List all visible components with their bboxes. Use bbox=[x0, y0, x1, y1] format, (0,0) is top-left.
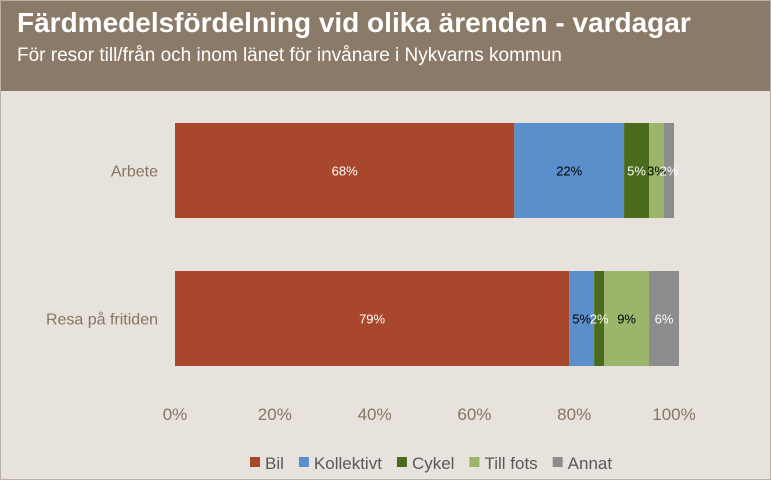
legend-swatch bbox=[298, 457, 309, 467]
chart-header: Färdmedelsfördelning vid olika ärenden -… bbox=[1, 1, 770, 91]
bar-segment bbox=[514, 123, 625, 218]
x-tick-label: 20% bbox=[258, 405, 292, 424]
category-label: Resa på fritiden bbox=[46, 311, 158, 329]
legend-swatch bbox=[396, 457, 407, 467]
data-label: 9% bbox=[617, 312, 636, 327]
legend-label: Cykel bbox=[412, 454, 455, 473]
bar-segment bbox=[175, 123, 515, 218]
bar-segment bbox=[649, 123, 665, 218]
x-tick-label: 0% bbox=[163, 405, 188, 424]
data-label: 22% bbox=[556, 164, 582, 179]
legend-label: Kollektivt bbox=[314, 454, 382, 473]
data-label: 3% bbox=[647, 164, 666, 179]
legend-label: Bil bbox=[265, 454, 284, 473]
x-tick-label: 100% bbox=[652, 405, 695, 424]
chart-subtitle: För resor till/från och inom länet för i… bbox=[17, 45, 562, 66]
bar-segment bbox=[594, 271, 605, 366]
x-tick-label: 60% bbox=[457, 405, 491, 424]
bar-segment bbox=[604, 271, 650, 366]
data-label: 2% bbox=[590, 312, 609, 327]
bar-segment bbox=[624, 123, 650, 218]
bar-segment bbox=[664, 123, 674, 218]
category-label: Arbete bbox=[111, 164, 158, 181]
legend-swatch bbox=[469, 457, 480, 467]
legend-label: Annat bbox=[568, 454, 613, 473]
data-label: 79% bbox=[359, 312, 385, 327]
chart-title: Färdmedelsfördelning vid olika ärenden -… bbox=[17, 7, 691, 38]
data-label: 5% bbox=[627, 164, 646, 179]
bar-segment bbox=[175, 271, 570, 366]
legend-label: Till fots bbox=[484, 454, 537, 473]
data-label: 2% bbox=[660, 164, 679, 179]
x-tick-label: 80% bbox=[557, 405, 591, 424]
legend-swatch bbox=[250, 457, 260, 467]
data-label: 5% bbox=[572, 312, 591, 327]
data-label: 6% bbox=[655, 312, 674, 327]
legend-swatch bbox=[552, 457, 563, 467]
data-label: 68% bbox=[332, 164, 358, 179]
bar-segment bbox=[569, 271, 595, 366]
x-tick-label: 40% bbox=[358, 405, 392, 424]
bar-segment bbox=[649, 271, 679, 366]
